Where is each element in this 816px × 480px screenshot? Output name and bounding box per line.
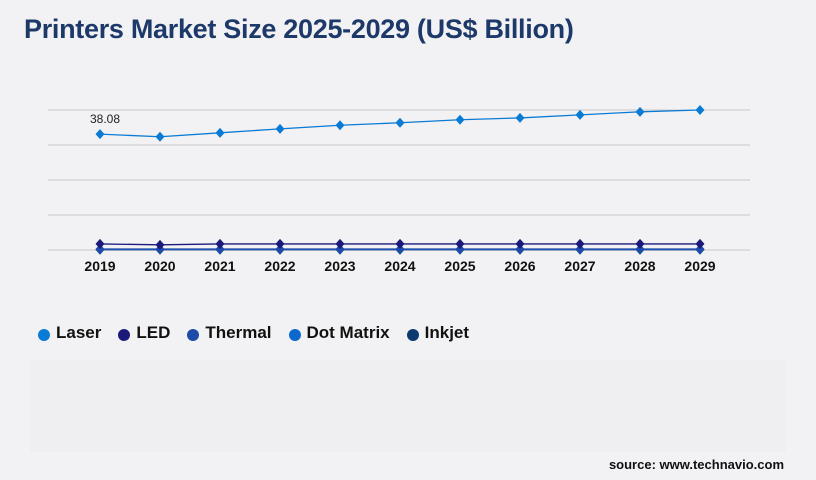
data-point: [455, 244, 465, 255]
x-tick-label: 2029: [684, 258, 715, 274]
data-point: [395, 117, 405, 128]
data-point: [395, 238, 405, 249]
data-point: [215, 127, 225, 138]
data-point: [155, 131, 165, 142]
data-point: [575, 109, 585, 120]
legend-item: Thermal: [187, 323, 272, 343]
data-point: [275, 244, 285, 255]
legend-label: LED: [136, 323, 171, 342]
line-chart: 2019 2020 2021 2022 2023 2024 2025 2026 2027 2028…: [48, 105, 750, 274]
legend-item: Laser: [38, 323, 101, 343]
legend-item: Inkjet: [406, 323, 470, 343]
legend-marker-icon: [406, 328, 419, 341]
data-point: [635, 106, 645, 117]
data-point: [455, 238, 465, 249]
legend-marker-icon: [187, 328, 200, 341]
chart-title: Printers Market Size 2025-2029 (US$ Bill…: [24, 14, 574, 44]
legend-item: Dot Matrix: [288, 323, 390, 343]
legend-label: Laser: [56, 323, 102, 342]
data-label: 38.08: [90, 112, 120, 126]
legend-marker-icon: [118, 328, 131, 341]
data-point: [695, 244, 705, 255]
data-point: [575, 244, 585, 255]
data-point: [635, 238, 645, 249]
data-point: [215, 238, 225, 249]
x-tick-label: 2019: [84, 258, 115, 274]
legend-label: Dot Matrix: [306, 323, 390, 342]
legend: Laser LED Thermal Dot Matrix Inkjet: [38, 323, 486, 343]
x-tick-label: 2022: [264, 258, 295, 274]
data-point: [455, 114, 465, 125]
data-point: [515, 112, 525, 123]
x-tick-label: 2024: [384, 258, 415, 274]
x-tick-label: 2026: [504, 258, 535, 274]
data-point: [95, 244, 105, 255]
x-tick-label: 2020: [144, 258, 175, 274]
legend-marker-icon: [288, 328, 301, 341]
data-point: [275, 238, 285, 249]
x-tick-label: 2027: [564, 258, 595, 274]
data-point: [95, 238, 105, 249]
data-point: [95, 129, 105, 140]
data-point: [515, 238, 525, 249]
data-point: [635, 244, 645, 255]
x-tick-label: 2025: [444, 258, 475, 274]
source-label: source: www.technavio.com: [608, 457, 784, 472]
data-point: [695, 105, 705, 115]
data-point: [215, 244, 225, 255]
data-point: [335, 244, 345, 255]
background-panel: [30, 360, 786, 452]
x-tick-label: 2028: [624, 258, 655, 274]
data-point: [155, 239, 165, 250]
data-point: [395, 244, 405, 255]
legend-label: Thermal: [205, 323, 272, 342]
x-tick-label: 2021: [204, 258, 235, 274]
data-point: [515, 244, 525, 255]
data-point: [275, 123, 285, 134]
data-point: [575, 238, 585, 249]
legend-marker-icon: [38, 328, 50, 341]
data-point: [695, 238, 705, 249]
legend-label: Inkjet: [424, 323, 470, 342]
legend-item: LED: [118, 323, 170, 343]
data-point: [335, 238, 345, 249]
data-point: [335, 120, 345, 131]
x-tick-label: 2023: [324, 258, 355, 274]
